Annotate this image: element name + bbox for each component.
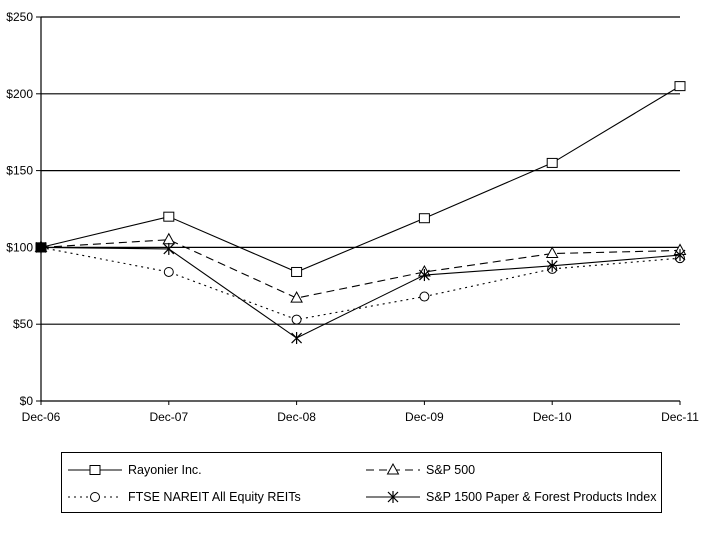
x-tick-label: Dec-11 — [661, 410, 699, 424]
y-tick-label: $250 — [6, 10, 33, 24]
series-line — [40, 85, 681, 273]
legend-item-rayonier: Rayonier Inc. — [66, 460, 202, 480]
x-tick-label: Dec-06 — [22, 410, 61, 424]
legend: Rayonier Inc. S&P 500 FTSE NAREIT All Eq… — [61, 452, 662, 513]
series-line — [40, 246, 681, 339]
legend-marker — [89, 465, 101, 475]
series-s-p-1500-paper-forest-products-index — [35, 241, 686, 345]
data-point-circle — [291, 314, 302, 325]
legend-label: FTSE NAREIT All Equity REITs — [128, 490, 301, 504]
legend-swatch-circle-icon — [68, 492, 122, 502]
series-ftse-nareit-all-equity-reits — [36, 242, 685, 325]
x-tick-label: Dec-07 — [149, 410, 188, 424]
legend-marker — [90, 492, 100, 502]
legend-item-sp500: S&P 500 — [364, 460, 475, 480]
legend-swatch-asterisk-icon — [366, 491, 420, 503]
data-point-circle — [163, 266, 174, 277]
y-tick-label: $200 — [6, 87, 33, 101]
data-point-square — [291, 266, 303, 277]
series-layer — [34, 81, 687, 345]
legend-item-ftse-nareit: FTSE NAREIT All Equity REITs — [66, 487, 301, 507]
legend-swatch-square-icon — [68, 465, 122, 475]
y-tick-label: $50 — [13, 317, 33, 331]
data-point-square — [546, 157, 558, 168]
data-point-square — [674, 81, 686, 92]
legend-label: Rayonier Inc. — [128, 463, 202, 477]
start-point-marker — [36, 242, 46, 253]
data-point-square — [418, 213, 430, 224]
x-tick-label: Dec-09 — [405, 410, 444, 424]
legend-label: S&P 1500 Paper & Forest Products Index — [426, 490, 657, 504]
legend-swatch-triangle-icon — [366, 462, 420, 475]
axes: $0 $50 $100 $150 $200 $250 Dec-06 Dec-07 Dec-08 D… — [6, 10, 699, 424]
y-tick-label: $100 — [6, 240, 33, 254]
y-tick-label: $150 — [6, 164, 33, 178]
legend-item-sp1500-paper-forest: S&P 1500 Paper & Forest Products Index — [364, 487, 656, 507]
series-line — [40, 246, 681, 321]
data-point-asterisk — [163, 242, 175, 255]
data-point-circle — [419, 291, 430, 302]
gridlines — [41, 16, 680, 325]
series-line — [40, 239, 681, 299]
x-tick-label: Dec-08 — [277, 410, 316, 424]
data-point-triangle — [545, 246, 559, 259]
data-point-square — [163, 211, 175, 222]
data-point-triangle — [290, 291, 303, 303]
legend-marker — [386, 462, 400, 475]
series-s-p-500 — [34, 232, 687, 303]
y-tick-label: $0 — [20, 394, 34, 408]
data-point-asterisk — [674, 249, 686, 262]
legend-marker — [387, 491, 399, 503]
legend-label: S&P 500 — [426, 463, 476, 477]
data-point-asterisk — [291, 332, 303, 345]
data-point-asterisk — [546, 259, 558, 272]
x-tick-label: Dec-10 — [533, 410, 572, 424]
data-point-triangle — [162, 232, 176, 245]
data-point-asterisk — [418, 269, 430, 282]
